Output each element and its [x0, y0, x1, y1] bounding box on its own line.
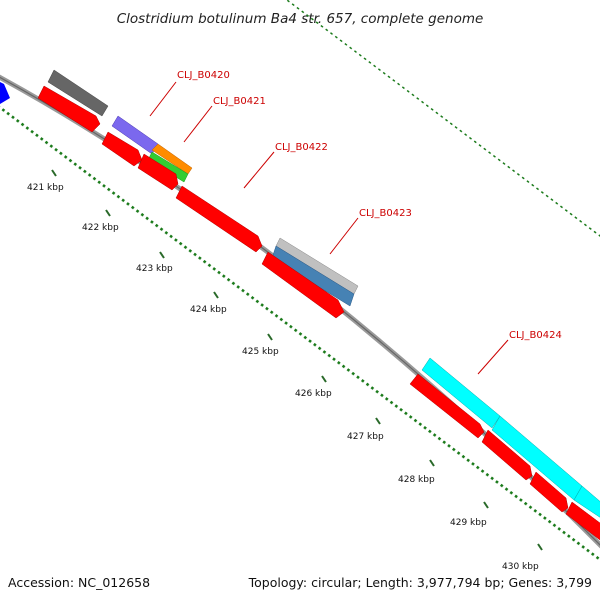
feature-blue — [0, 82, 10, 104]
gene-label-b0420: CLJ_B0420 — [177, 70, 230, 81]
tick-label-427: 427 kbp — [347, 432, 384, 442]
cds-arrow-6 — [409, 373, 485, 439]
tick-label-422: 422 kbp — [82, 223, 119, 233]
axis-ticks — [51, 169, 543, 551]
axis-tick-labels: 421 kbp 422 kbp 423 kbp 424 kbp 425 kbp … — [27, 183, 539, 572]
cds-arrow-7 — [481, 429, 533, 481]
tick-label-424: 424 kbp — [190, 305, 227, 315]
gene-label-b0421: CLJ_B0421 — [213, 96, 266, 107]
gene-leaders — [149, 81, 509, 375]
axis-dotted-band — [0, 67, 600, 576]
cds-arrow-9 — [565, 501, 600, 541]
tick-label-423: 423 kbp — [136, 264, 173, 274]
accession-text: Accession: NC_012658 — [8, 575, 150, 590]
tick-label-429: 429 kbp — [450, 518, 487, 528]
gene-label-b0424: CLJ_B0424 — [509, 330, 562, 341]
cds-arrow-2 — [101, 131, 143, 167]
cds-arrow-4 — [175, 185, 263, 253]
gene-label-b0422: CLJ_B0422 — [275, 142, 328, 153]
cds-arrow-8 — [529, 471, 569, 513]
cds-track — [37, 85, 600, 541]
feature-cyan-3 — [573, 485, 600, 518]
gc-outer-band — [103, 0, 600, 369]
tick-label-430: 430 kbp — [502, 562, 539, 572]
genome-title: Clostridium botulinum Ba4 str. 657, comp… — [117, 11, 484, 27]
gene-labels: CLJ_B0420 CLJ_B0421 CLJ_B0422 CLJ_B0423 … — [177, 70, 562, 341]
tick-label-428: 428 kbp — [398, 475, 435, 485]
feature-gray — [47, 69, 109, 117]
gene-label-b0423: CLJ_B0423 — [359, 208, 412, 219]
feature-cyan-1 — [421, 357, 501, 429]
cds-arrow-3 — [137, 153, 179, 191]
feature-steelblue — [271, 245, 355, 307]
cds-arrow-5 — [261, 251, 345, 319]
tick-label-426: 426 kbp — [295, 389, 332, 399]
tick-label-421: 421 kbp — [27, 183, 64, 193]
tick-label-425: 425 kbp — [242, 347, 279, 357]
topology-text: Topology: circular; Length: 3,977,794 bp… — [248, 575, 592, 590]
cds-arrow-1 — [37, 85, 101, 133]
